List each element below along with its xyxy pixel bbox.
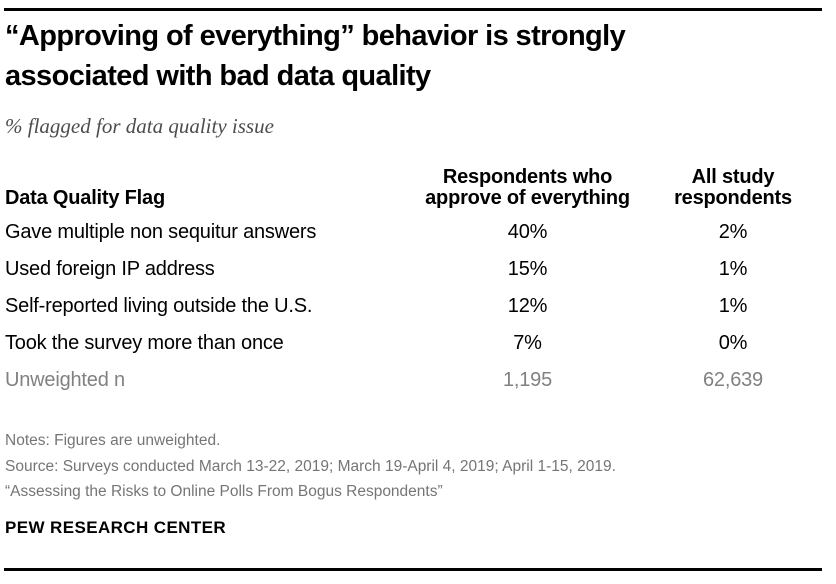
- table-row-all-value: 1%: [718, 258, 748, 280]
- page-title-line1: “Approving of everything” behavior is st…: [5, 20, 626, 52]
- figure-subtitle: % flagged for data quality issue: [5, 114, 274, 138]
- table-row-approve-value: 15%: [507, 258, 548, 280]
- table-row-approve-value: 12%: [507, 295, 548, 317]
- table-row-approve-value: 7%: [513, 332, 542, 354]
- table-row-all-value: 1%: [718, 295, 748, 317]
- table-row-unweighted-n-approve: 1,195: [502, 369, 553, 391]
- data-quality-table: Data Quality Flag Respondents who approv…: [5, 163, 831, 399]
- column-header-approve: Respondents who approve of everything: [425, 166, 630, 209]
- column-header-all: All study respondents: [674, 166, 792, 209]
- bottom-rule: [4, 568, 822, 571]
- table-row-flag: Used foreign IP address: [5, 258, 215, 280]
- pew-research-center-wordmark: PEW RESEARCH CENTER: [5, 518, 227, 537]
- report-title-line: “Assessing the Risks to Online Polls Fro…: [5, 483, 443, 500]
- table-row-all-value: 0%: [718, 332, 748, 354]
- table-row-flag: Gave multiple non sequitur answers: [5, 221, 317, 243]
- table-row-unweighted-n-all: 62,639: [703, 369, 763, 391]
- page-title-line2: associated with bad data quality: [5, 60, 431, 92]
- top-rule: [4, 8, 822, 11]
- notes-line: Notes: Figures are unweighted.: [5, 432, 221, 449]
- source-line: Source: Surveys conducted March 13-22, 2…: [5, 457, 616, 475]
- table-row-approve-value: 40%: [507, 221, 548, 243]
- table-row-unweighted-n-label: Unweighted n: [5, 369, 125, 391]
- figure-notes: Notes: Figures are unweighted. Source: S…: [5, 428, 805, 505]
- table-row-flag: Took the survey more than once: [5, 332, 284, 354]
- table-row-flag: Self-reported living outside the U.S.: [5, 295, 313, 317]
- page-title: “Approving of everything” behavior is st…: [5, 16, 785, 96]
- column-header-flag: Data Quality Flag: [5, 187, 165, 209]
- table-row-all-value: 2%: [718, 221, 748, 243]
